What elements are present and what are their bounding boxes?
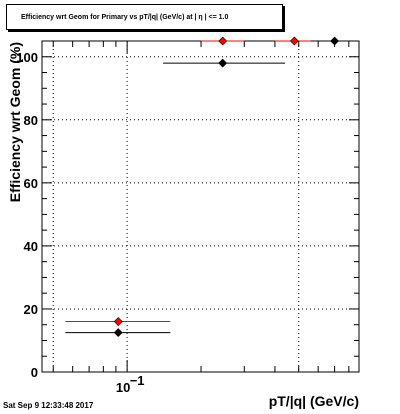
y-tick-label: 60	[24, 176, 38, 191]
y-tick-label: 100	[16, 50, 38, 65]
y-tick-label: 80	[24, 113, 38, 128]
chart-title: Efficiency wrt Geom for Primary vs pT/|q…	[21, 13, 229, 21]
x-tick-label: 10	[116, 380, 130, 395]
grid	[42, 41, 359, 372]
data-point	[113, 328, 123, 338]
timestamp: Sat Sep 9 12:33:48 2017	[3, 401, 94, 410]
data-point	[330, 36, 340, 46]
plot-frame	[41, 40, 360, 373]
data-point	[218, 36, 228, 46]
y-tick-label: 40	[24, 239, 38, 254]
x-axis-title: pT/|q| (GeV/c)	[269, 393, 359, 409]
data-point	[218, 58, 228, 68]
y-tick-label: 20	[24, 302, 38, 317]
y-axis-title: Efficiency wrt Geom (%)	[7, 42, 23, 202]
data-point	[113, 317, 123, 326]
series	[65, 36, 359, 338]
chart-title-box: Efficiency wrt Geom for Primary vs pT/|q…	[6, 4, 283, 30]
axis-ticks	[42, 41, 359, 373]
y-tick-label: 0	[31, 365, 38, 380]
x-tick-label-exponent: −1	[130, 373, 145, 388]
tick-labels: 0 20 40 60 80 100 10 −1	[16, 50, 144, 395]
data-point	[289, 36, 299, 46]
